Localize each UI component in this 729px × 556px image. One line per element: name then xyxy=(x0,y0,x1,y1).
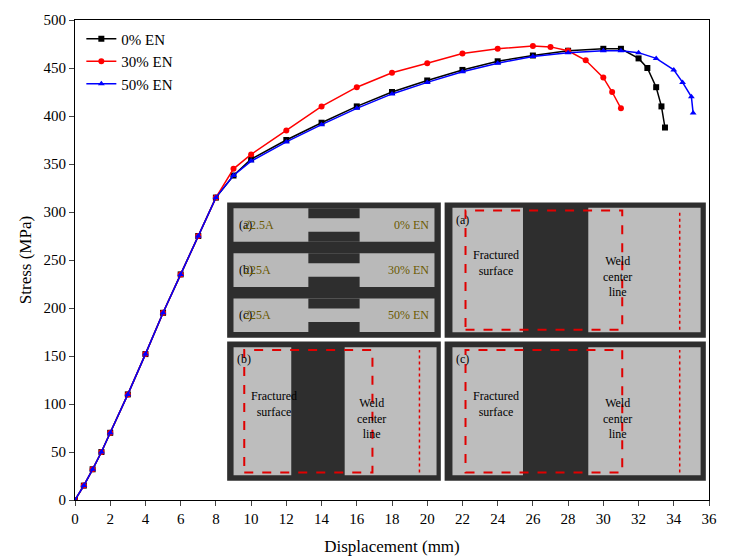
svg-text:450: 450 xyxy=(44,60,67,76)
svg-text:2: 2 xyxy=(106,511,114,527)
svg-text:10: 10 xyxy=(244,511,259,527)
svg-text:26: 26 xyxy=(525,511,541,527)
svg-text:28: 28 xyxy=(561,511,576,527)
svg-text:18: 18 xyxy=(385,511,400,527)
svg-text:24: 24 xyxy=(490,511,506,527)
svg-text:(c): (c) xyxy=(456,352,469,366)
svg-text:22.5A: 22.5A xyxy=(244,218,274,232)
svg-text:50% EN: 50% EN xyxy=(121,77,172,93)
svg-text:0: 0 xyxy=(59,492,67,508)
svg-text:Fracturedsurface: Fracturedsurface xyxy=(251,389,297,419)
svg-text:350: 350 xyxy=(44,156,67,172)
svg-text:0% EN: 0% EN xyxy=(394,218,429,232)
svg-text:(c): (c) xyxy=(239,308,252,322)
svg-text:36: 36 xyxy=(702,511,718,527)
svg-text:250: 250 xyxy=(44,252,67,268)
svg-text:Fracturedsurface: Fracturedsurface xyxy=(473,248,519,278)
svg-text:6: 6 xyxy=(177,511,185,527)
svg-text:Stress (MPa): Stress (MPa) xyxy=(16,216,35,304)
svg-text:Displacement (mm): Displacement (mm) xyxy=(324,537,460,556)
svg-text:225A: 225A xyxy=(244,263,271,277)
svg-text:32: 32 xyxy=(631,511,646,527)
svg-text:8: 8 xyxy=(212,511,220,527)
svg-text:300: 300 xyxy=(44,204,67,220)
svg-text:30: 30 xyxy=(596,511,611,527)
svg-text:34: 34 xyxy=(666,511,682,527)
svg-text:Weldcenterline: Weldcenterline xyxy=(603,254,632,299)
svg-text:500: 500 xyxy=(44,12,67,28)
svg-text:22: 22 xyxy=(455,511,470,527)
svg-text:14: 14 xyxy=(314,511,330,527)
svg-text:200: 200 xyxy=(44,300,67,316)
svg-text:4: 4 xyxy=(142,511,150,527)
svg-text:12: 12 xyxy=(279,511,294,527)
svg-text:16: 16 xyxy=(349,511,365,527)
svg-text:(a): (a) xyxy=(456,213,469,227)
svg-text:150: 150 xyxy=(44,348,67,364)
svg-text:225A: 225A xyxy=(244,308,271,322)
svg-text:Fracturedsurface: Fracturedsurface xyxy=(473,389,519,419)
svg-text:400: 400 xyxy=(44,108,67,124)
svg-text:0% EN: 0% EN xyxy=(121,32,165,48)
svg-text:0: 0 xyxy=(71,511,79,527)
svg-text:100: 100 xyxy=(44,396,67,412)
svg-text:(b): (b) xyxy=(239,263,253,277)
svg-text:50% EN: 50% EN xyxy=(388,308,429,322)
svg-text:(a): (a) xyxy=(239,218,252,232)
svg-text:(b): (b) xyxy=(237,352,251,366)
svg-text:50: 50 xyxy=(51,444,66,460)
svg-text:30% EN: 30% EN xyxy=(121,54,172,70)
svg-text:30% EN: 30% EN xyxy=(388,263,429,277)
svg-text:Weldcenterline: Weldcenterline xyxy=(603,396,632,441)
svg-text:Weldcenterline: Weldcenterline xyxy=(357,396,386,441)
svg-text:20: 20 xyxy=(420,511,435,527)
